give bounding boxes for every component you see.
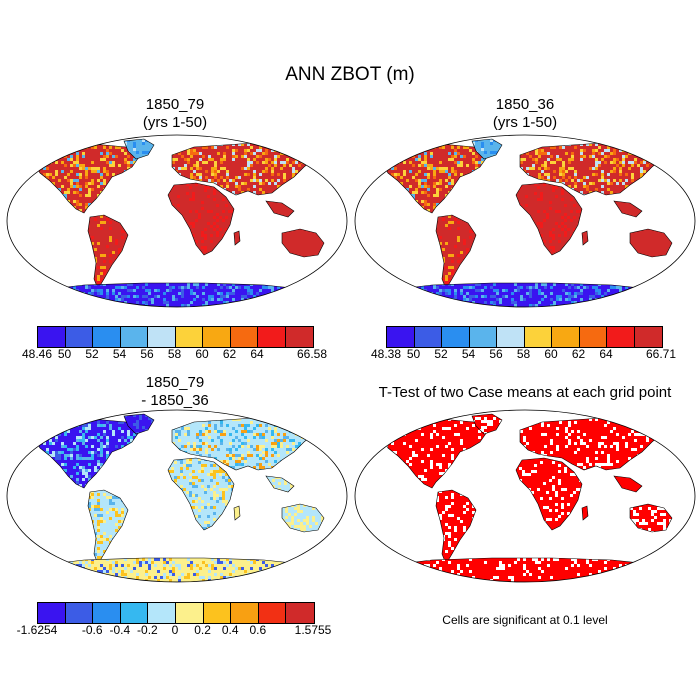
colorbar-tick-label: 64: [599, 347, 613, 361]
colorbar-swatch: [175, 603, 204, 623]
panel-1-colorbar-labels: 48.46 50 52 54 56 58 60 62 64 66.58: [22, 347, 327, 363]
colorbar-swatch: [203, 327, 231, 347]
colorbar-tick-label: 0: [171, 623, 179, 637]
colorbar-tick-label: 54: [461, 347, 476, 361]
colorbar-tick-label: 60: [544, 347, 558, 361]
colorbar-tick-label: 58: [516, 347, 531, 361]
colorbar-swatch: [230, 327, 258, 347]
colorbar-tick-label: 62: [222, 347, 237, 361]
land-region: [582, 231, 588, 245]
colorbar-tick-label: 52: [85, 347, 99, 361]
colorbar-swatch: [524, 327, 552, 347]
colorbar-swatch: [231, 603, 259, 623]
panel-1-title-line1: 1850_79: [145, 96, 205, 113]
panel-1-title: 1850_79 (yrs 1-50): [75, 96, 275, 132]
colorbar-tick-label: -0.6: [81, 623, 103, 637]
colorbar-swatch: [579, 327, 607, 347]
panel-2-colorbar-labels: 48.38 50 52 54 56 58 60 62 64 66.71: [371, 347, 676, 363]
globe-outline: [6, 134, 348, 308]
panel-4-map-content: [380, 413, 673, 582]
figure-title: ANN ZBOT (m): [285, 64, 415, 85]
colorbar-swatch: [258, 603, 287, 623]
colorbar-swatch: [65, 327, 93, 347]
land-region: [582, 506, 588, 520]
panel-1-map: [6, 134, 348, 308]
colorbar-swatch: [175, 327, 203, 347]
colorbar-swatch: [148, 327, 176, 347]
panel-2-title-line1: 1850_36: [495, 96, 555, 113]
land-region: [614, 476, 642, 492]
panel-3-colorbar: [37, 602, 315, 624]
panel-3-title: 1850_79 - 1850_36: [75, 374, 275, 410]
colorbar-tick-label: -0.4: [109, 623, 131, 637]
colorbar-tick-label: 56: [140, 347, 154, 361]
colorbar-tick-label: 66.58: [296, 347, 328, 361]
globe-outline: [354, 409, 696, 583]
colorbar-swatch: [414, 327, 442, 347]
panel-1-title-line2: (yrs 1-50): [142, 114, 208, 131]
globe-outline: [6, 409, 348, 583]
colorbar-tick-label: 64: [250, 347, 264, 361]
colorbar-swatch: [285, 327, 313, 347]
colorbar-tick-label: -1.6254: [16, 623, 58, 637]
panel-3-title-line2: - 1850_36: [141, 392, 209, 409]
colorbar-tick-label: 48.38: [370, 347, 402, 361]
panel-1-map-content: [32, 138, 325, 307]
colorbar-tick-label: 0.4: [221, 623, 239, 637]
colorbar-tick-label: -0.2: [137, 623, 158, 637]
colorbar-tick-label: 0.6: [249, 623, 267, 637]
panel-2-map: [354, 134, 696, 308]
panel-3-colorbar-labels: -1.6254 -0.6 -0.4 -0.2 0 0.2 0.4 0.6 1.5755: [17, 623, 332, 639]
land-region: [234, 231, 240, 245]
panel-4-map: [354, 409, 696, 583]
colorbar-tick-label: 50: [406, 347, 421, 361]
colorbar-tick-label: 58: [167, 347, 182, 361]
colorbar-tick-label: 60: [195, 347, 209, 361]
colorbar-swatch: [258, 327, 286, 347]
colorbar-tick-label: 54: [112, 347, 127, 361]
land-region: [614, 201, 642, 217]
colorbar-swatch: [607, 327, 635, 347]
colorbar-swatch: [469, 327, 497, 347]
colorbar-tick-label: 62: [571, 347, 586, 361]
colorbar-swatch: [286, 603, 314, 623]
land-region: [234, 506, 240, 520]
panel-2-title: 1850_36 (yrs 1-50): [425, 96, 625, 132]
colorbar-swatch: [120, 603, 149, 623]
panel-3-map-content: [32, 413, 325, 582]
panel-1-colorbar: [37, 326, 314, 348]
colorbar-swatch: [442, 327, 470, 347]
panel-2-map-content: [380, 138, 673, 307]
colorbar-tick-label: 0.2: [194, 623, 211, 637]
colorbar-tick-label: 66.71: [645, 347, 677, 361]
globe-outline: [354, 134, 696, 308]
colorbar-tick-label: 52: [434, 347, 448, 361]
colorbar-swatch: [120, 327, 148, 347]
colorbar-swatch: [148, 603, 176, 623]
land-region: [266, 201, 294, 217]
colorbar-swatch: [552, 327, 580, 347]
panel-4-significance-note: Cells are significant at 0.1 level: [442, 613, 608, 627]
panel-4-title: T-Test of two Case means at each grid po…: [378, 384, 672, 401]
colorbar-swatch: [634, 327, 662, 347]
panel-3-title-line1: 1850_79: [145, 374, 205, 391]
colorbar-swatch: [38, 327, 66, 347]
colorbar-swatch: [497, 327, 525, 347]
panel-3-map: [6, 409, 348, 583]
colorbar-tick-label: 1.5755: [294, 623, 332, 637]
colorbar-swatch: [93, 327, 121, 347]
land-region: [630, 229, 672, 257]
colorbar-swatch: [65, 603, 94, 623]
panel-2-colorbar: [386, 326, 663, 348]
colorbar-tick-label: 48.46: [21, 347, 53, 361]
land-region: [282, 229, 324, 257]
colorbar-tick-label: 50: [57, 347, 72, 361]
panel-2-title-line2: (yrs 1-50): [492, 114, 558, 131]
colorbar-swatch: [93, 603, 121, 623]
colorbar-tick-label: 56: [489, 347, 503, 361]
colorbar-swatch: [203, 603, 232, 623]
colorbar-swatch: [387, 327, 415, 347]
colorbar-swatch: [38, 603, 66, 623]
